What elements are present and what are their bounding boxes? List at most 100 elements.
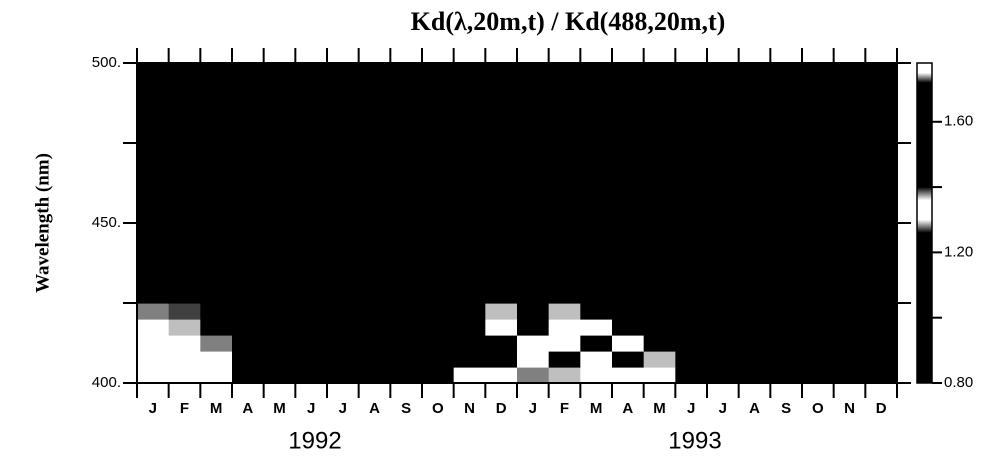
heatmap-cell xyxy=(485,335,518,352)
heatmap-cell xyxy=(802,319,835,336)
heatmap-cell xyxy=(200,335,233,352)
heatmap-cell xyxy=(833,319,866,336)
x-group-label: 1992 xyxy=(288,427,341,454)
heatmap-cell xyxy=(612,367,645,384)
x-tick-label: M xyxy=(273,400,286,417)
heatmap-cell xyxy=(548,335,581,352)
heatmap-cell xyxy=(390,335,423,352)
heatmap-cell xyxy=(295,351,328,368)
heatmap-cell xyxy=(295,63,328,304)
colorbar-tick-label: 1.60 xyxy=(944,113,973,130)
heatmap-cell xyxy=(485,303,518,320)
heatmap-cell xyxy=(612,303,645,320)
heatmap-cell xyxy=(802,303,835,320)
heatmap-cell xyxy=(232,351,265,368)
heatmap-cell xyxy=(770,63,803,304)
heatmap-cell xyxy=(643,303,676,320)
heatmap-cell xyxy=(390,367,423,384)
heatmap-cell xyxy=(517,367,550,384)
x-tick-label: D xyxy=(496,400,507,417)
heatmap-cell xyxy=(422,335,455,352)
heatmap-cell xyxy=(738,351,771,368)
heatmap-cell xyxy=(137,351,170,368)
colorbar-tick-label: 0.80 xyxy=(944,374,973,391)
heatmap-cell xyxy=(232,367,265,384)
heatmap-cell xyxy=(738,319,771,336)
x-tick-label: D xyxy=(876,400,887,417)
heatmap-cell xyxy=(580,335,613,352)
heatmap-cell xyxy=(675,303,708,320)
heatmap-cell xyxy=(485,63,518,304)
heatmap-cell xyxy=(295,319,328,336)
heatmap-cell xyxy=(485,319,518,336)
heatmap-cell xyxy=(865,303,898,320)
heatmap-cell xyxy=(232,303,265,320)
x-tick-label: O xyxy=(812,400,824,417)
heatmap-cell xyxy=(295,367,328,384)
heatmap-cell xyxy=(675,335,708,352)
heatmap-cell xyxy=(358,335,391,352)
heatmap-cell xyxy=(770,335,803,352)
heatmap-cell xyxy=(770,351,803,368)
x-tick-label: A xyxy=(369,400,380,417)
heatmap-cell xyxy=(327,319,360,336)
heatmap-cell xyxy=(643,63,676,304)
heatmap-cell xyxy=(200,63,233,304)
y-tick-label: 450. xyxy=(92,214,121,231)
heatmap-cell xyxy=(453,319,486,336)
heatmap-cell xyxy=(770,319,803,336)
x-tick-label: J xyxy=(687,400,695,417)
heatmap-cell xyxy=(137,63,170,304)
heatmap-cell xyxy=(707,319,740,336)
heatmap-cell xyxy=(232,63,265,304)
heatmap-cell xyxy=(833,351,866,368)
heatmap-cell xyxy=(548,319,581,336)
heatmap-cell xyxy=(802,367,835,384)
heatmap-cell xyxy=(865,319,898,336)
heatmap-cell xyxy=(422,367,455,384)
x-tick-label: A xyxy=(242,400,253,417)
heatmap-cell xyxy=(707,367,740,384)
heatmap-cell xyxy=(517,303,550,320)
heatmap-cell xyxy=(612,335,645,352)
heatmap-cell xyxy=(358,367,391,384)
heatmap-cell xyxy=(707,335,740,352)
heatmap-cell xyxy=(358,351,391,368)
chart-title: Kd(λ,20m,t) / Kd(488,20m,t) xyxy=(411,7,726,36)
x-tick-label: F xyxy=(560,400,569,417)
x-tick-label: J xyxy=(339,400,347,417)
x-tick-label: M xyxy=(210,400,223,417)
heatmap-cell xyxy=(358,319,391,336)
heatmap-cell xyxy=(612,319,645,336)
heatmap-cell xyxy=(865,335,898,352)
heatmap-cell xyxy=(707,63,740,304)
heatmap-cell xyxy=(422,63,455,304)
heatmap-cell xyxy=(548,351,581,368)
heatmap-cell xyxy=(517,63,550,304)
heatmap-cell xyxy=(137,319,170,336)
heatmap-cell xyxy=(517,335,550,352)
heatmap-cell xyxy=(453,303,486,320)
heatmap-cell xyxy=(137,303,170,320)
heatmap-cell xyxy=(612,351,645,368)
heatmap-cell xyxy=(168,367,201,384)
heatmap-cell xyxy=(802,351,835,368)
heatmap-cell xyxy=(865,367,898,384)
heatmap-cell xyxy=(263,367,296,384)
heatmap-cell xyxy=(263,63,296,304)
heatmap-cell xyxy=(168,303,201,320)
heatmap-cell xyxy=(232,319,265,336)
heatmap-cell xyxy=(707,351,740,368)
heatmap-cell xyxy=(390,63,423,304)
heatmap-cell xyxy=(802,335,835,352)
heatmap-cell xyxy=(422,351,455,368)
x-tick-label: F xyxy=(180,400,189,417)
x-tick-label: A xyxy=(622,400,633,417)
heatmap-cell xyxy=(390,351,423,368)
heatmap-cell xyxy=(548,303,581,320)
heatmap-cell xyxy=(548,63,581,304)
y-axis-label: Wavelength (nm) xyxy=(32,153,53,293)
heatmap-cell xyxy=(675,351,708,368)
heatmap-cell xyxy=(580,367,613,384)
heatmap-cell xyxy=(453,367,486,384)
